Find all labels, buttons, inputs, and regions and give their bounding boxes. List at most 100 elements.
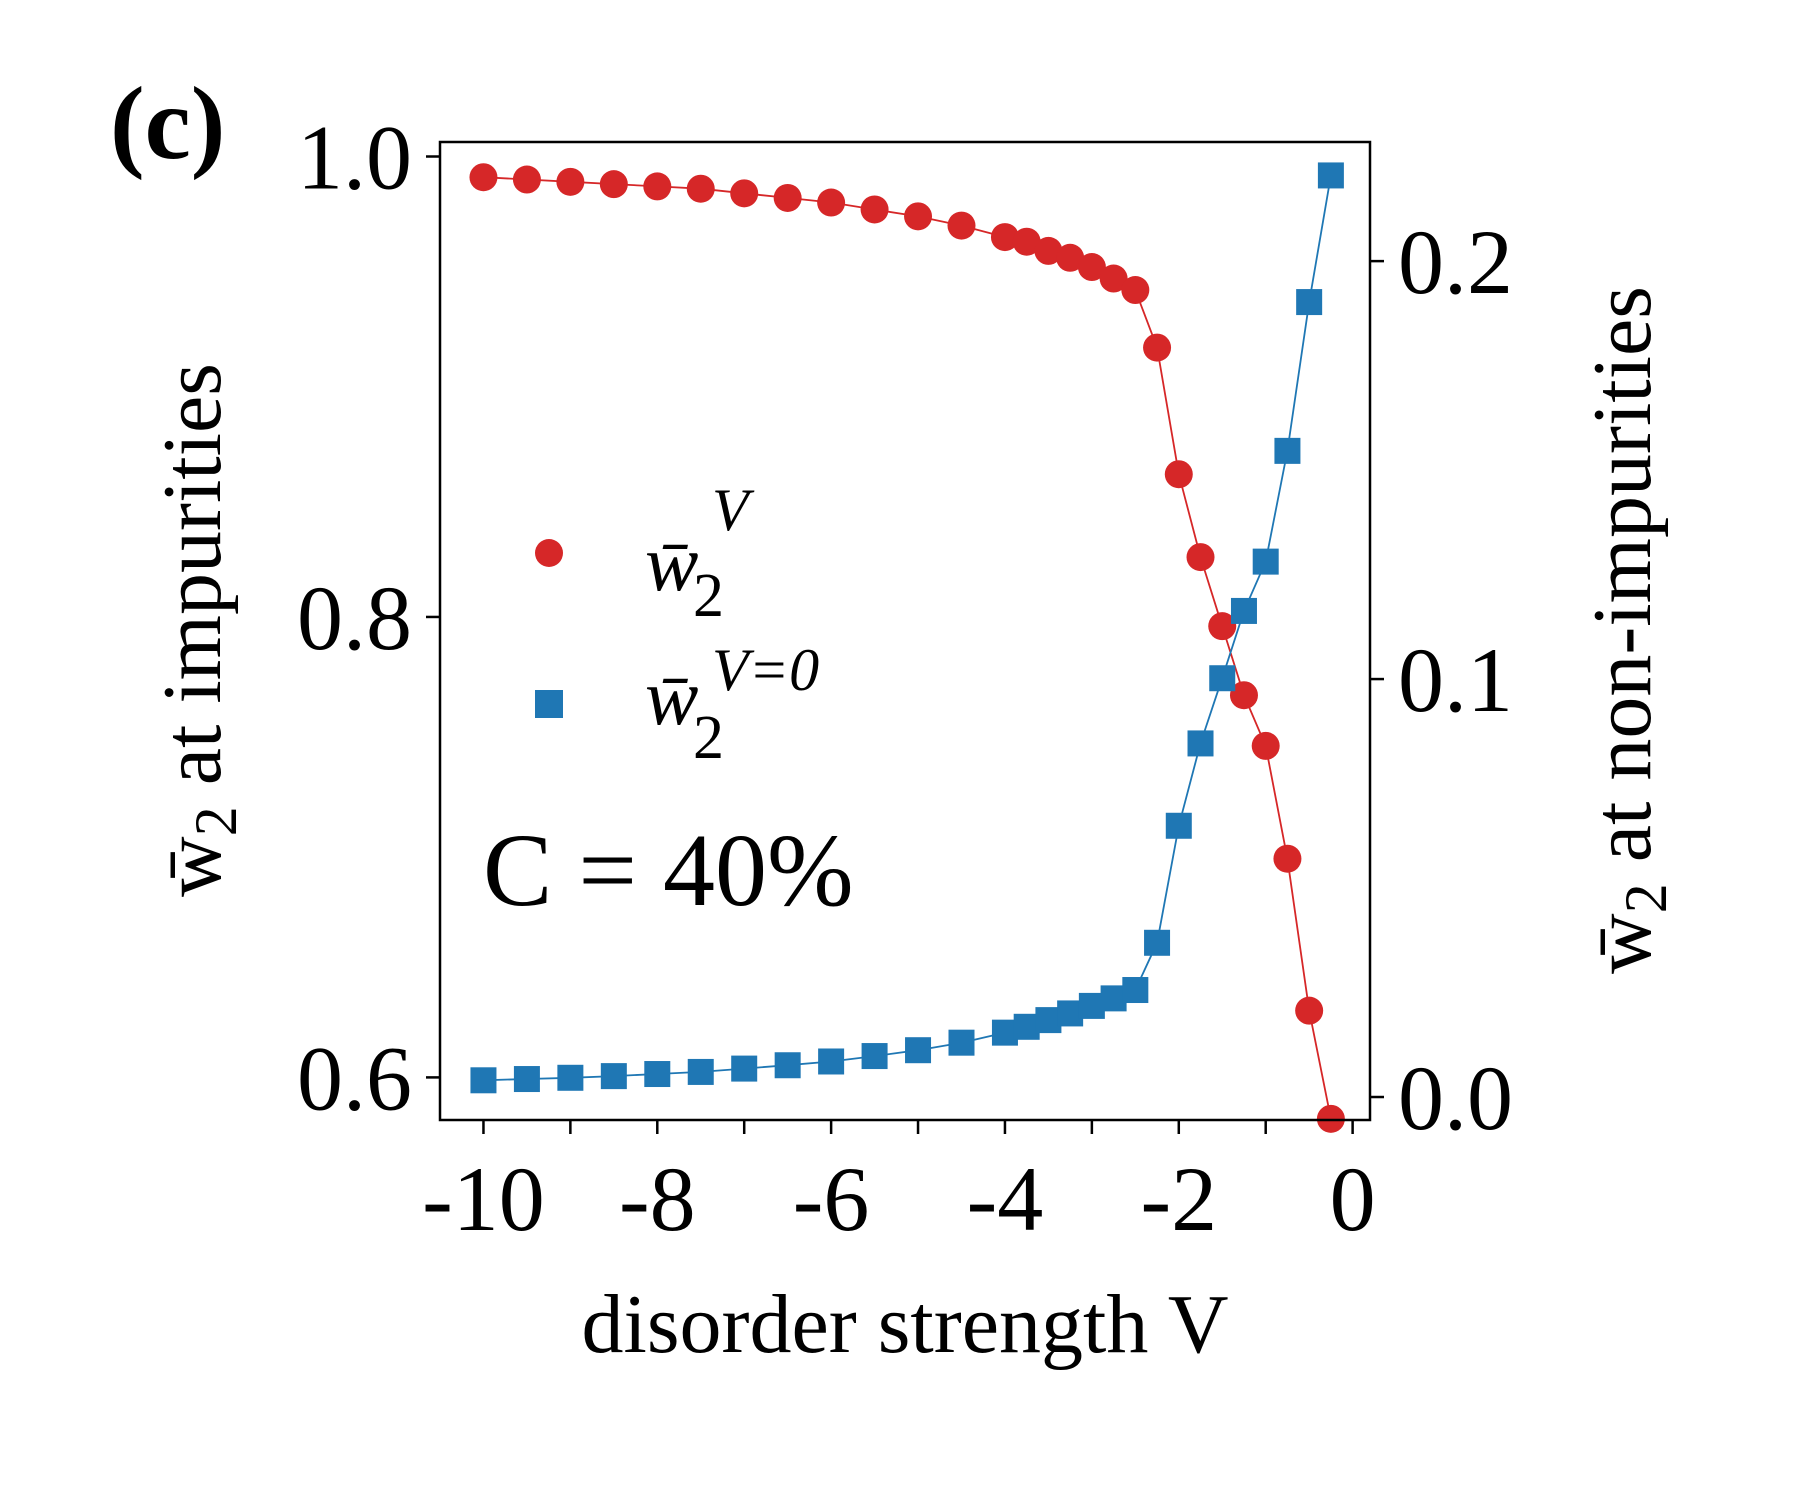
legend-series-2-superscript: V=0 xyxy=(712,637,819,703)
legend-series-1-superscript: V xyxy=(712,477,755,543)
left-y-tick-label: 0.8 xyxy=(297,567,412,669)
data-point-circle xyxy=(556,167,585,196)
right-y-label-rest: at non-impurities xyxy=(1576,286,1669,883)
data-point-square xyxy=(1187,730,1214,757)
data-point-circle xyxy=(1143,333,1172,362)
data-point-circle xyxy=(1034,236,1063,265)
right-y-axis-ticks xyxy=(1370,259,1384,1099)
data-point-square xyxy=(513,1066,540,1093)
data-point-circle xyxy=(1012,227,1041,256)
right-y-tick-label: 0.0 xyxy=(1398,1047,1513,1149)
data-point-circle xyxy=(1251,731,1280,760)
data-point-square xyxy=(1078,992,1105,1019)
data-point-circle xyxy=(990,223,1019,252)
data-point-square xyxy=(731,1055,758,1082)
data-point-square xyxy=(1165,812,1192,839)
data-point-circle xyxy=(643,172,672,201)
legend-marker-blue-square xyxy=(535,690,563,718)
data-point-square xyxy=(991,1019,1018,1046)
series-line-w2-v xyxy=(483,176,1332,1119)
data-point-circle xyxy=(512,165,541,194)
legend-series-2-subscript: 2 xyxy=(693,704,724,772)
legend: w̄ V 2 w̄ V=0 2 xyxy=(535,477,819,772)
data-point-square xyxy=(1057,1000,1084,1027)
legend-label-series-2: w̄ xyxy=(645,654,698,742)
right-y-label-subscript: 2 xyxy=(1613,883,1679,913)
data-point-circle xyxy=(947,211,976,240)
data-point-circle xyxy=(1229,681,1258,710)
data-point-square xyxy=(774,1052,801,1079)
data-point-square xyxy=(1013,1013,1040,1040)
data-point-circle xyxy=(1273,844,1302,873)
left-y-label-base: w̄ xyxy=(146,836,239,897)
legend-series-1-base: w̄ xyxy=(645,520,698,608)
data-point-circle xyxy=(773,183,802,212)
data-point-circle xyxy=(1121,276,1150,305)
data-point-square xyxy=(1122,977,1149,1004)
data-point-circle xyxy=(1208,612,1237,641)
right-y-axis-label: w̄2 at non-impurities xyxy=(1576,286,1679,974)
data-point-square xyxy=(600,1063,627,1090)
data-point-square xyxy=(1100,985,1127,1012)
data-point-circle xyxy=(730,179,759,208)
panel-label: (c) xyxy=(110,66,225,181)
data-point-square xyxy=(644,1061,671,1088)
data-point-circle xyxy=(1186,543,1215,572)
right-y-tick-label: 0.1 xyxy=(1398,629,1513,731)
x-tick-label: -6 xyxy=(793,1148,870,1250)
data-point-circle xyxy=(1164,460,1193,489)
x-axis-tick-labels: -10 -8 -6 -4 -2 0 xyxy=(422,1148,1375,1250)
data-point-circle xyxy=(1295,996,1324,1025)
data-point-square xyxy=(1252,548,1279,575)
left-y-label-subscript: 2 xyxy=(183,806,249,836)
data-point-circle xyxy=(599,170,628,199)
data-point-circle xyxy=(1099,264,1128,293)
data-point-circle xyxy=(469,163,498,192)
data-point-square xyxy=(861,1043,888,1070)
data-point-square xyxy=(1317,162,1344,189)
data-point-square xyxy=(1144,929,1171,956)
data-point-square xyxy=(557,1064,584,1091)
series-line-w2-v0 xyxy=(483,175,1332,1082)
x-tick-label: 0 xyxy=(1330,1148,1376,1250)
data-point-circle xyxy=(860,195,889,224)
legend-series-2-base: w̄ xyxy=(645,654,698,742)
data-point-square xyxy=(1274,437,1301,464)
concentration-annotation: C = 40% xyxy=(483,813,854,928)
data-point-square xyxy=(905,1037,932,1064)
data-point-square xyxy=(1035,1007,1062,1034)
left-y-axis-tick-labels: 0.6 0.8 1.0 xyxy=(297,107,412,1130)
x-tick-label: -10 xyxy=(422,1148,545,1250)
data-point-circle xyxy=(686,174,715,203)
data-point-square xyxy=(470,1067,497,1094)
left-y-tick-label: 1.0 xyxy=(297,107,412,209)
data-point-square xyxy=(948,1029,975,1056)
right-y-axis-tick-labels: 0.0 0.1 0.2 xyxy=(1398,211,1513,1149)
series-lines xyxy=(483,175,1332,1119)
data-point-circle xyxy=(1077,253,1106,282)
series-markers xyxy=(469,162,1345,1133)
plot-frame xyxy=(438,140,1372,1122)
left-y-label-rest: at impurities xyxy=(146,363,239,806)
x-tick-label: -2 xyxy=(1140,1148,1217,1250)
legend-label-series-1: w̄ xyxy=(645,520,698,608)
data-point-square xyxy=(1230,597,1257,624)
x-tick-label: -8 xyxy=(619,1148,696,1250)
x-axis-ticks xyxy=(482,1120,1354,1134)
data-point-square xyxy=(1296,289,1323,316)
data-point-circle xyxy=(904,202,933,231)
right-y-tick-label: 0.2 xyxy=(1398,211,1513,313)
data-point-circle xyxy=(1056,243,1085,272)
data-point-square xyxy=(687,1058,714,1085)
data-point-circle xyxy=(817,188,846,217)
left-y-axis-ticks xyxy=(426,155,440,1079)
legend-series-1-subscript: 2 xyxy=(693,562,724,630)
data-point-square xyxy=(1209,665,1236,692)
data-point-square xyxy=(818,1048,845,1075)
x-axis-label: disorder strength V xyxy=(581,1278,1228,1371)
left-y-tick-label: 0.6 xyxy=(297,1027,412,1129)
legend-marker-red-circle xyxy=(535,539,563,567)
left-y-axis-label: w̄2 at impurities xyxy=(146,363,249,897)
x-tick-label: -4 xyxy=(967,1148,1044,1250)
